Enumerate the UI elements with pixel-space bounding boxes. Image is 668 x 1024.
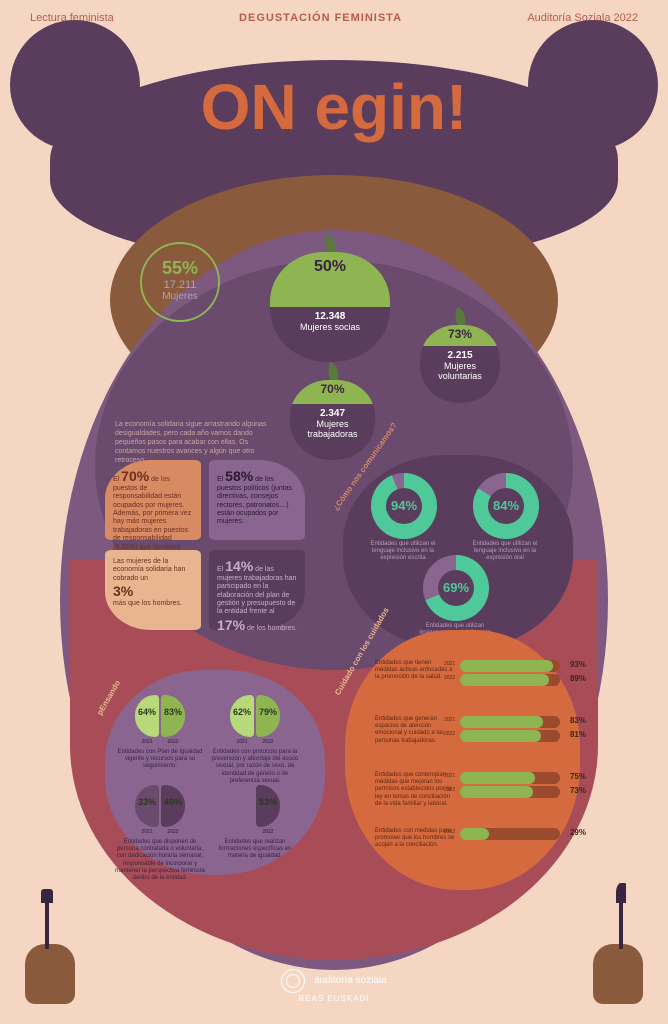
hbar-3-0: 2022 29% [460, 828, 560, 840]
hbar-yr-0-1: 2022 [444, 675, 455, 681]
mini-apple-0: 64%202183%2022 [135, 695, 185, 737]
cuidados-apple: Cuidado con los cuidados Entidades que t… [345, 630, 580, 890]
mini-lbl-0: Entidades con Plan de Igualdad vigente y… [115, 749, 205, 771]
apple-voluntarias: 73% 2.215 Mujeres voluntarias [420, 325, 500, 403]
mini-half-l-0: 64%2021 [135, 695, 159, 737]
hbar-pct-2-0: 75% [570, 772, 586, 781]
donut-pct-2: 69% [438, 570, 474, 606]
footer: auditoría soziala REAS EUSKADI [0, 969, 668, 1004]
hbar-yr-1-0: 2021 [444, 717, 455, 723]
footer-line1: auditoría soziala [314, 975, 387, 986]
hbar-0-0: 2021 93% [460, 660, 560, 672]
donut-2: 69% [423, 555, 489, 621]
apple-voluntarias-num: 2.215 [420, 346, 500, 361]
mini-lbl-3: Entidades que realizan formaciones espec… [210, 839, 300, 861]
header-center: DEGUSTACIÓN FEMINISTA [239, 12, 402, 24]
hbar-group-1: Entidades que generan espacios de atenci… [375, 714, 560, 744]
mini-lbl-2: Entidades que disponen de persona contra… [115, 839, 205, 882]
hbar-pct-1-0: 83% [570, 716, 586, 725]
hbar-lbl-3: Entidades con medidas para promover que … [375, 828, 455, 850]
donut-pct-1: 84% [488, 488, 524, 524]
apple-trabajadoras-lbl: Mujeres trabajadoras [290, 419, 375, 445]
donut-lbl-0: Entidades que utilizan el lenguaje inclu… [363, 541, 443, 563]
hbar-1-0: 2021 83% [460, 716, 560, 728]
pensando-apple: pEnsando 64%202183%2022Entidades con Pla… [105, 670, 325, 875]
circle-55-lbl: Mujeres [142, 291, 218, 302]
hbar-lbl-2: Entidades que contemplan medidas que mej… [375, 772, 455, 808]
donut-1: 84% [473, 473, 539, 539]
apple-trabajadoras-num: 2.347 [290, 404, 375, 419]
quad-tr: El 58% de los puestos políticos (juntas … [209, 460, 305, 540]
hbar-2-0: 2021 75% [460, 772, 560, 784]
apple-socias-lbl: Mujeres socias [270, 322, 390, 338]
mini-apple-3: 53%2022 [230, 785, 280, 827]
apple-voluntarias-pct: 73% [420, 325, 500, 341]
apple-voluntarias-lbl: Mujeres voluntarias [420, 361, 500, 387]
hbar-1-1: 2022 81% [460, 730, 560, 742]
circle-55-pct: 55% [142, 258, 218, 279]
apple-socias-pct: 50% [270, 252, 390, 276]
mini-apple-2: 33%202140%2022 [135, 785, 185, 827]
quad-bl: Las mujeres de la economía solidaria han… [105, 550, 201, 630]
hbar-group-2: Entidades que contemplan medidas que mej… [375, 770, 560, 800]
hbar-lbl-1: Entidades que generan espacios de atenci… [375, 716, 455, 745]
mini-apple-1: 62%202179%2022 [230, 695, 280, 737]
hbar-pct-1-1: 81% [570, 730, 586, 739]
logo-icon [281, 969, 305, 993]
apple-socias: 50% 12.348 Mujeres socias [270, 252, 390, 362]
hbar-yr-2-1: 2022 [444, 787, 455, 793]
hbar-lbl-0: Entidades que tienen medidas activas enf… [375, 660, 455, 682]
hbar-pct-3-0: 29% [570, 828, 586, 837]
quad-br: El 14% de las mujeres trabajadoras han p… [209, 550, 305, 630]
apple-trabajadoras: 70% 2.347 Mujeres trabajadoras [290, 380, 375, 460]
mini-lbl-1: Entidades con protocolo para la prevenci… [210, 749, 300, 785]
hbar-pct-0-0: 93% [570, 660, 586, 669]
hbar-yr-3-0: 2022 [444, 829, 455, 835]
quad-tl: El 70% de los puestos de responsabilidad… [105, 460, 201, 540]
mini-half-r-3: 53%2022 [256, 785, 280, 827]
footer-line2: REAS EUSKADI [298, 994, 369, 1003]
hbar-0-1: 2022 89% [460, 674, 560, 686]
mini-half-l-2: 33%2021 [135, 785, 159, 827]
hbar-group-3: Entidades con medidas para promover que … [375, 826, 560, 842]
mini-half-r-1: 79%2022 [256, 695, 280, 737]
apple-socias-num: 12.348 [270, 307, 390, 322]
donut-lbl-1: Entidades que utilizan el lenguaje inclu… [465, 541, 545, 563]
hbar-yr-2-0: 2021 [444, 773, 455, 779]
fork-icon [45, 899, 49, 949]
hbar-2-1: 2022 73% [460, 786, 560, 798]
donut-0: 94% [371, 473, 437, 539]
mini-half-r-0: 83%2022 [161, 695, 185, 737]
mini-half-r-2: 40%2022 [161, 785, 185, 827]
hbar-group-0: Entidades que tienen medidas activas enf… [375, 658, 560, 688]
mini-half-l-1: 62%2021 [230, 695, 254, 737]
hbar-yr-1-1: 2022 [444, 731, 455, 737]
intro-text: La economía solidaria sigue arrastrando … [115, 420, 280, 465]
knife-icon [619, 899, 623, 949]
circle-55: 55% 17.211 Mujeres [140, 242, 220, 322]
main-title: ON egin! [0, 70, 668, 144]
hbar-pct-2-1: 73% [570, 786, 586, 795]
circle-55-num: 17.211 [142, 279, 218, 291]
quad-apple: El 70% de los puestos de responsabilidad… [105, 460, 305, 630]
hbar-yr-0-0: 2021 [444, 661, 455, 667]
donut-pct-0: 94% [386, 488, 422, 524]
hbar-pct-0-1: 89% [570, 674, 586, 683]
apple-trabajadoras-pct: 70% [290, 380, 375, 396]
